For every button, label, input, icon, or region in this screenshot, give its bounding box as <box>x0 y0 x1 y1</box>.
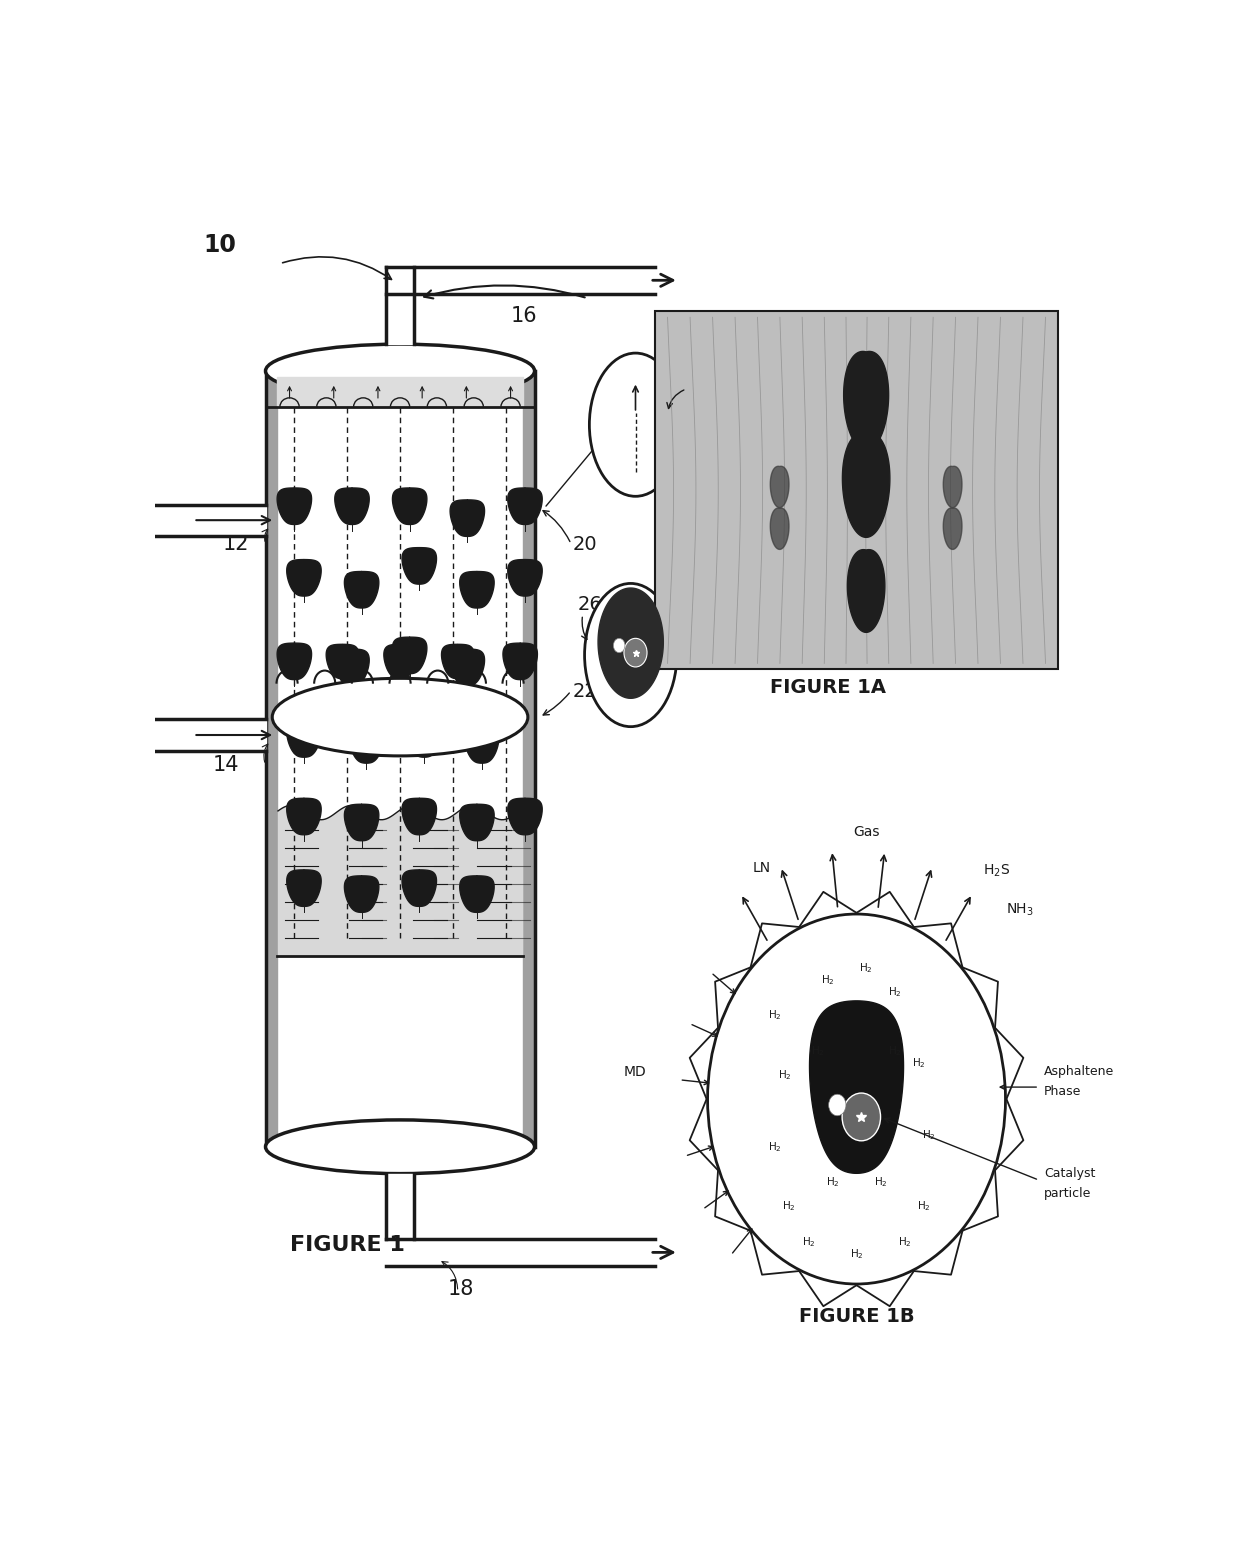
Polygon shape <box>402 870 436 907</box>
Polygon shape <box>392 637 427 674</box>
Text: 14: 14 <box>213 755 239 775</box>
Text: 18: 18 <box>448 1279 475 1299</box>
Polygon shape <box>465 727 498 763</box>
Text: 24: 24 <box>688 367 713 386</box>
Polygon shape <box>286 870 321 907</box>
Ellipse shape <box>273 679 528 756</box>
Text: H$_2$: H$_2$ <box>859 961 873 975</box>
Circle shape <box>708 914 1006 1283</box>
Polygon shape <box>277 643 311 679</box>
Text: H$_2$: H$_2$ <box>898 1235 911 1249</box>
Circle shape <box>842 1093 880 1141</box>
Polygon shape <box>335 488 370 524</box>
Text: 22: 22 <box>573 682 598 701</box>
Text: H$_2$: H$_2$ <box>801 1235 816 1249</box>
Polygon shape <box>810 1001 904 1173</box>
Text: H$_2$: H$_2$ <box>849 1248 863 1262</box>
Text: FIGURE 1B: FIGURE 1B <box>799 1307 914 1327</box>
Ellipse shape <box>265 1121 534 1173</box>
Polygon shape <box>450 501 485 536</box>
Text: FIGURE 1A: FIGURE 1A <box>770 679 885 698</box>
Text: FIGURE 1: FIGURE 1 <box>290 1235 404 1254</box>
Text: NH$_3$: NH$_3$ <box>1006 902 1034 918</box>
Text: H$_2$: H$_2$ <box>888 1045 901 1059</box>
Polygon shape <box>286 721 321 758</box>
Polygon shape <box>277 488 311 524</box>
Polygon shape <box>450 649 485 685</box>
Text: H$_2$: H$_2$ <box>888 984 901 998</box>
Ellipse shape <box>265 344 534 398</box>
Polygon shape <box>770 467 789 508</box>
Polygon shape <box>392 488 427 524</box>
Text: Catalyst: Catalyst <box>1044 1167 1095 1180</box>
Polygon shape <box>598 587 663 699</box>
Text: particle: particle <box>1044 1187 1091 1200</box>
Text: 20: 20 <box>573 535 598 553</box>
Polygon shape <box>286 798 321 835</box>
Text: H$_2$: H$_2$ <box>777 1068 791 1082</box>
Polygon shape <box>407 721 441 758</box>
Text: 10: 10 <box>203 232 236 257</box>
Polygon shape <box>944 508 962 549</box>
Polygon shape <box>503 643 537 679</box>
Polygon shape <box>286 560 321 597</box>
Polygon shape <box>843 352 889 451</box>
Text: H$_2$: H$_2$ <box>768 1009 781 1023</box>
Polygon shape <box>507 488 542 524</box>
Polygon shape <box>944 467 962 508</box>
Text: H$_2$S: H$_2$S <box>983 862 1011 879</box>
Polygon shape <box>842 432 890 538</box>
Text: H$_2$: H$_2$ <box>921 1128 935 1142</box>
Polygon shape <box>402 547 436 584</box>
Circle shape <box>614 639 625 653</box>
Text: H$_2$: H$_2$ <box>811 1045 825 1059</box>
Polygon shape <box>402 798 436 835</box>
Ellipse shape <box>589 353 682 496</box>
Polygon shape <box>507 560 542 597</box>
Text: H$_2$: H$_2$ <box>826 1175 839 1189</box>
Polygon shape <box>847 550 885 632</box>
Text: MD: MD <box>624 1065 646 1079</box>
Polygon shape <box>335 649 370 685</box>
Text: 26: 26 <box>578 595 603 614</box>
Polygon shape <box>460 804 495 840</box>
Polygon shape <box>326 645 358 679</box>
Circle shape <box>828 1094 846 1116</box>
Text: H$_2$: H$_2$ <box>916 1200 931 1214</box>
Circle shape <box>624 639 647 666</box>
Polygon shape <box>384 645 417 679</box>
Text: LN: LN <box>753 860 771 874</box>
Polygon shape <box>460 876 495 913</box>
Polygon shape <box>345 804 379 840</box>
Polygon shape <box>507 798 542 835</box>
Text: Gas: Gas <box>853 826 879 840</box>
Polygon shape <box>770 508 789 549</box>
Text: H$_2$: H$_2$ <box>821 973 835 987</box>
Text: Asphaltene: Asphaltene <box>1044 1065 1115 1079</box>
Text: H$_2$: H$_2$ <box>874 1175 888 1189</box>
Polygon shape <box>460 572 495 608</box>
Text: H$_2$: H$_2$ <box>782 1200 796 1214</box>
Text: Phase: Phase <box>1044 1085 1081 1099</box>
Polygon shape <box>350 727 383 763</box>
Bar <box>655 312 1058 670</box>
Text: H$_2$: H$_2$ <box>768 1139 781 1153</box>
Ellipse shape <box>584 583 677 727</box>
Polygon shape <box>441 645 474 679</box>
Polygon shape <box>345 572 379 608</box>
Text: 12: 12 <box>222 535 249 553</box>
Text: 16: 16 <box>511 305 537 326</box>
Polygon shape <box>345 876 379 913</box>
Text: H$_2$: H$_2$ <box>913 1056 926 1070</box>
